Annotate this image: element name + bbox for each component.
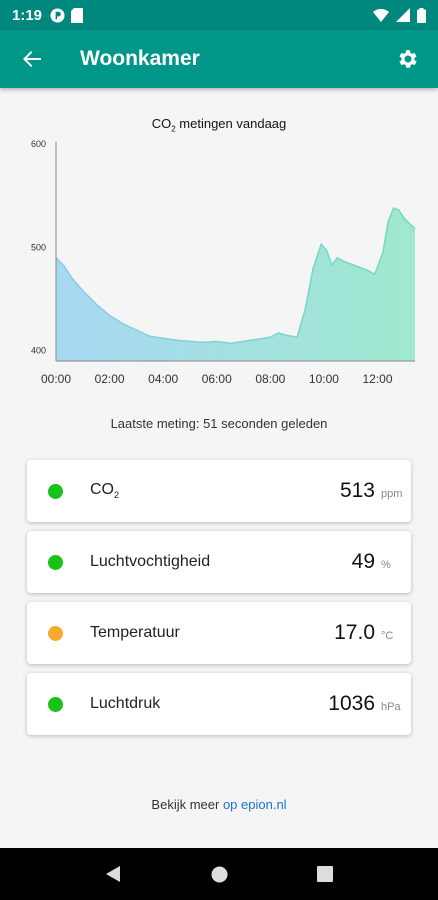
sensor-card-pressure[interactable]: Luchtdruk 1036 hPa <box>27 673 411 735</box>
status-dot <box>48 625 63 641</box>
circle-home-icon <box>211 866 227 882</box>
arrow-back-icon <box>23 51 41 67</box>
page-title: Woonkamer <box>80 47 200 70</box>
co2-series-area <box>56 208 415 361</box>
sensor-unit: % <box>381 559 391 571</box>
sensor-value: 1036 <box>328 692 375 715</box>
nav-recents-button[interactable] <box>305 854 345 894</box>
x-tick-label: 12:00 <box>362 372 392 386</box>
sensor-label: Luchtvochtigheid <box>90 553 211 570</box>
sd-card-icon <box>71 7 84 23</box>
x-tick-label: 08:00 <box>255 372 285 386</box>
nav-home-button[interactable] <box>199 854 239 894</box>
sensor-label: Luchtdruk <box>90 695 161 712</box>
battery-icon <box>417 7 426 23</box>
sensor-card-temperature[interactable]: Temperatuur 17.0 °C <box>27 602 411 664</box>
x-tick-label: 04:00 <box>148 372 178 386</box>
sensor-value: 17.0 <box>334 621 375 644</box>
y-tick-label: 600 <box>31 139 46 149</box>
signal-icon <box>396 8 410 22</box>
status-time: 1:19 <box>12 6 43 24</box>
sensor-unit: ppm <box>381 488 403 500</box>
notification-icon <box>50 7 65 23</box>
sensor-value: 49 <box>351 550 375 573</box>
settings-button[interactable] <box>378 30 438 88</box>
sensor-unit: hPa <box>381 701 401 713</box>
co2-series-line <box>55 207 416 345</box>
chart-title: CO2 metingen vandaag <box>151 116 287 134</box>
status-dot <box>48 696 63 712</box>
app-bar: Woonkamer <box>0 30 438 88</box>
sensor-value: 513 <box>339 479 375 502</box>
sensor-label: Temperatuur <box>90 624 180 641</box>
y-tick-label: 500 <box>31 242 46 252</box>
sensor-card-co2[interactable]: CO2 513 ppm <box>27 460 411 522</box>
co2-chart: CO2 metingen vandaag 400 500 600 00:00 02:00… <box>0 100 438 400</box>
triangle-back-icon <box>106 866 120 882</box>
wifi-icon <box>373 8 389 22</box>
sensor-label: CO2 <box>90 481 120 501</box>
y-tick-label: 400 <box>31 346 46 356</box>
status-bar: 1:19 <box>0 0 438 30</box>
x-tick-label: 06:00 <box>202 372 232 386</box>
square-recents-icon <box>317 866 333 882</box>
status-dot <box>48 554 63 570</box>
back-button[interactable] <box>0 30 64 88</box>
sensor-unit: °C <box>381 630 394 642</box>
gear-icon <box>399 50 417 68</box>
x-tick-label: 00:00 <box>41 372 71 386</box>
chart-plot: 400 500 600 00:00 02:00 04:00 06:00 08:00 10:00 1… <box>31 139 416 386</box>
x-tick-label: 02:00 <box>95 372 125 386</box>
nav-back-button[interactable] <box>93 854 133 894</box>
footer-text: Bekijk meer <box>151 797 223 812</box>
x-tick-label: 10:00 <box>309 372 339 386</box>
sensor-card-humidity[interactable]: Luchtvochtigheid 49 % <box>27 531 411 593</box>
system-nav-bar <box>0 848 438 900</box>
footer: Bekijk meer op epion.nl <box>0 797 438 812</box>
epion-link[interactable]: op epion.nl <box>222 797 287 812</box>
status-dot <box>48 483 63 499</box>
last-measure-text: Laatste meting: 51 seconden geleden <box>110 416 328 431</box>
